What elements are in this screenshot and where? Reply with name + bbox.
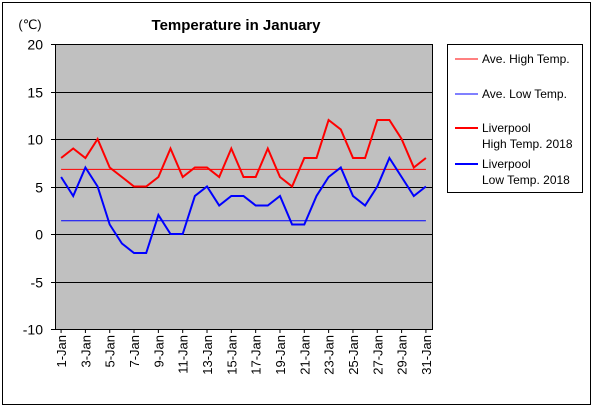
legend-label: Liverpool [482,121,531,135]
legend-label: Ave. Low Temp. [482,87,567,101]
legend: Ave. High Temp. Ave. Low Temp. Liverpool Hi… [455,52,573,187]
legend-box [447,44,583,193]
y-tick-label: 5 [35,180,43,196]
x-axis-ticks: 1-Jan 3-Jan 5-Jan 7-Jan 9-Jan 11-Jan 13-Jan 15-… [54,329,434,375]
series-line-3 [60,155,427,254]
x-tick-label: 25-Jan [346,335,361,375]
chart-title: Temperature in January [152,17,322,34]
y-tick-label: 10 [27,132,43,148]
y-tick-label: 15 [27,85,43,101]
x-tick-label: 7-Jan [127,335,142,368]
x-tick-label: 3-Jan [78,335,93,368]
x-tick-label: 9-Jan [151,335,166,368]
series-line-2 [60,118,427,189]
legend-label: High Temp. 2018 [482,137,573,151]
x-tick-label: 31-Jan [419,335,434,375]
x-tick-label: 17-Jan [249,335,264,375]
x-tick-label: 23-Jan [322,335,337,375]
y-axis-ticks: -10 -5 0 5 10 15 20 [23,37,55,338]
x-tick-label: 13-Jan [200,335,215,375]
legend-label: Ave. High Temp. [482,52,570,66]
legend-label: Liverpool [482,157,531,171]
x-tick-label: 15-Jan [224,335,239,375]
x-tick-label: 11-Jan [176,335,191,374]
grid-lines [55,92,432,283]
x-tick-label: 5-Jan [103,335,118,368]
y-unit-label: (℃) [18,17,41,32]
series-lines [60,118,427,254]
y-tick-label: 20 [27,37,43,53]
y-tick-label: 0 [35,227,43,243]
x-tick-label: 29-Jan [395,335,410,375]
x-tick-label: 19-Jan [273,335,288,375]
x-tick-label: 21-Jan [297,335,312,375]
y-tick-label: -10 [23,322,43,338]
x-tick-label: 1-Jan [54,335,69,368]
y-tick-label: -5 [31,275,44,291]
legend-label: Low Temp. 2018 [482,173,570,187]
x-tick-label: 27-Jan [370,335,385,375]
